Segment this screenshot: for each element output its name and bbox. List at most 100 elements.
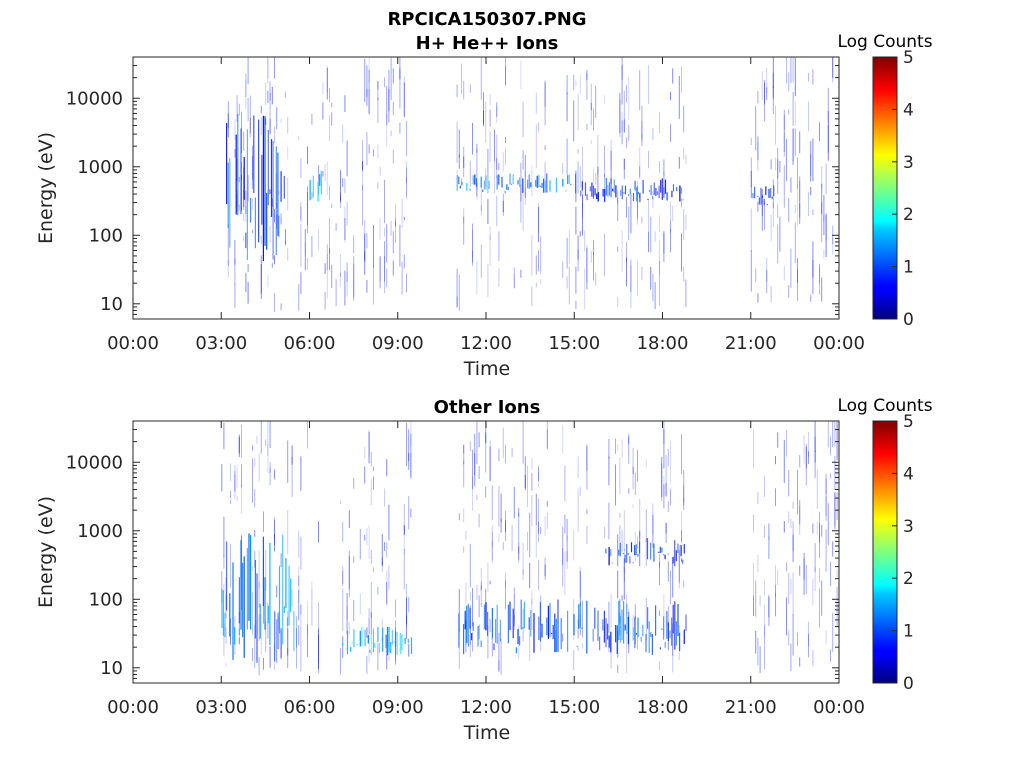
spectrogram-streak (256, 435, 258, 444)
spectrogram-streak (346, 606, 348, 620)
spectrogram-streak (821, 166, 823, 188)
spectrogram-feature (539, 602, 541, 642)
spectrogram-feature (342, 643, 344, 646)
spectrogram-feature (456, 175, 458, 191)
spectrogram-streak (577, 488, 579, 532)
spectrogram-streak (406, 177, 407, 199)
spectrogram-streak (395, 204, 396, 226)
spectrogram-feature (536, 175, 538, 188)
spectrogram-feature (391, 629, 393, 645)
spectrogram-streak (518, 512, 520, 554)
spectrogram-streak (634, 604, 636, 619)
spectrogram-streak (628, 206, 630, 241)
spectrogram-streak (524, 187, 526, 205)
spectrogram-streak (810, 294, 812, 302)
spectrogram-feature (458, 613, 460, 648)
spectrogram-streak (364, 233, 366, 275)
spectrogram-streak (584, 230, 586, 252)
spectrogram-feature (546, 173, 548, 193)
spectrogram-streak (344, 178, 346, 194)
spectrogram-feature (605, 618, 607, 648)
spectrogram-feature (660, 179, 662, 193)
spectrogram-streak (670, 488, 671, 506)
spectrogram-feature (615, 185, 617, 198)
spectrogram-streak (307, 257, 308, 270)
spectrogram-streak (249, 117, 251, 138)
spectrogram-feature (259, 603, 261, 639)
spectrogram-streak (772, 57, 774, 88)
spectrogram-streak (489, 580, 491, 585)
spectrogram-feature (359, 630, 361, 647)
spectrogram-feature (610, 178, 612, 198)
spectrogram-feature (685, 614, 687, 631)
spectrogram-streak (810, 186, 812, 196)
spectrogram-streak (513, 593, 515, 622)
y-axis-label: Energy (eV) (35, 132, 57, 244)
spectrogram-streak (788, 197, 790, 222)
spectrogram-streak (579, 166, 581, 188)
spectrogram-streak (670, 124, 671, 142)
spectrogram-streak (750, 157, 752, 188)
spectrogram-feature (312, 175, 314, 198)
spectrogram-streak (538, 207, 539, 242)
spectrogram-feature (262, 115, 264, 262)
spectrogram-streak (276, 619, 278, 663)
spectrogram-streak (637, 185, 638, 220)
spectrogram-streak (522, 569, 524, 575)
spectrogram-streak (230, 618, 231, 645)
spectrogram-streak (595, 85, 597, 118)
spectrogram-streak (489, 94, 491, 106)
spectrogram-feature (634, 617, 636, 649)
spectrogram-streak (348, 555, 350, 598)
spectrogram-streak (637, 449, 638, 482)
spectrogram-streak (498, 448, 500, 462)
spectrogram-streak (590, 251, 592, 263)
spectrogram-streak (496, 195, 498, 227)
spectrogram-feature (507, 186, 509, 191)
spectrogram-feature (498, 174, 500, 185)
spectrogram-streak (582, 185, 583, 209)
spectrogram-streak (630, 259, 632, 292)
spectrogram-feature (630, 542, 633, 553)
spectrogram-feature (642, 624, 644, 637)
spectrogram-streak (331, 102, 333, 108)
x-tick-label: 09:00 (372, 333, 424, 354)
spectrogram-streak (590, 83, 592, 126)
spectrogram-feature (666, 192, 668, 201)
spectrogram-streak (759, 595, 761, 606)
spectrogram-streak (258, 614, 260, 641)
spectrogram-feature (768, 188, 770, 198)
spectrogram-feature (390, 642, 392, 654)
spectrogram-streak (619, 99, 621, 138)
spectrogram-streak (498, 231, 500, 261)
spectrogram-streak (298, 530, 300, 558)
spectrogram-feature (485, 602, 487, 631)
spectrogram-streak (238, 434, 240, 454)
spectrogram-feature (567, 610, 569, 652)
spectrogram-streak (287, 648, 289, 656)
spectrogram-streak (381, 557, 383, 567)
spectrogram-feature (672, 556, 674, 564)
spectrogram-streak (670, 201, 671, 234)
spectrogram-feature (309, 180, 311, 201)
spectrogram-feature (285, 558, 287, 608)
spectrogram-streak (505, 580, 506, 609)
spectrogram-streak (792, 128, 794, 166)
spectrogram-streak (373, 466, 374, 472)
spectrogram-feature (382, 627, 384, 652)
spectrogram-streak (340, 170, 341, 201)
spectrogram-streak (538, 521, 539, 534)
spectrogram-streak (494, 160, 495, 194)
spectrogram-streak (617, 534, 619, 567)
spectrogram-streak (836, 586, 838, 628)
x-tick-label: 15:00 (548, 697, 600, 718)
spectrogram-streak (469, 620, 471, 658)
spectrogram-streak (777, 569, 779, 586)
spectrogram-feature (485, 175, 487, 190)
spectrogram-feature (527, 179, 529, 189)
spectrogram-streak (252, 566, 253, 571)
spectrogram-streak (342, 570, 344, 584)
spectrogram-streak (834, 421, 836, 447)
spectrogram-streak (384, 227, 385, 237)
spectrogram-feature (270, 139, 273, 217)
